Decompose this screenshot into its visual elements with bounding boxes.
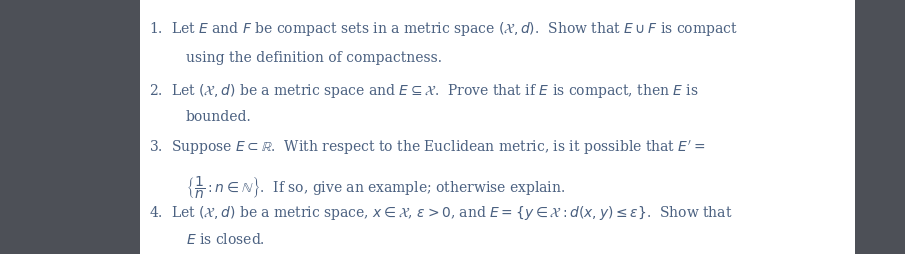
FancyBboxPatch shape [140,0,855,254]
Text: 1.  Let $E$ and $F$ be compact sets in a metric space $(\mathcal{X}, d)$.  Show : 1. Let $E$ and $F$ be compact sets in a … [149,20,738,38]
Text: $E$ is closed.: $E$ is closed. [186,231,264,246]
Text: using the definition of compactness.: using the definition of compactness. [186,51,442,65]
Text: 3.  Suppose $E \subset \mathbb{R}$.  With respect to the Euclidean metric, is it: 3. Suppose $E \subset \mathbb{R}$. With … [149,138,706,156]
Text: 2.  Let $(\mathcal{X}, d)$ be a metric space and $E \subseteq \mathcal{X}$.  Pro: 2. Let $(\mathcal{X}, d)$ be a metric sp… [149,81,699,99]
Text: $\left\{\dfrac{1}{n} : n \in \mathbb{N}\right\}$.  If so, give an example; other: $\left\{\dfrac{1}{n} : n \in \mathbb{N}\… [186,174,565,200]
Text: 4.  Let $(\mathcal{X}, d)$ be a metric space, $x \in \mathcal{X}$, $\epsilon > 0: 4. Let $(\mathcal{X}, d)$ be a metric sp… [149,203,733,221]
Text: bounded.: bounded. [186,109,252,123]
